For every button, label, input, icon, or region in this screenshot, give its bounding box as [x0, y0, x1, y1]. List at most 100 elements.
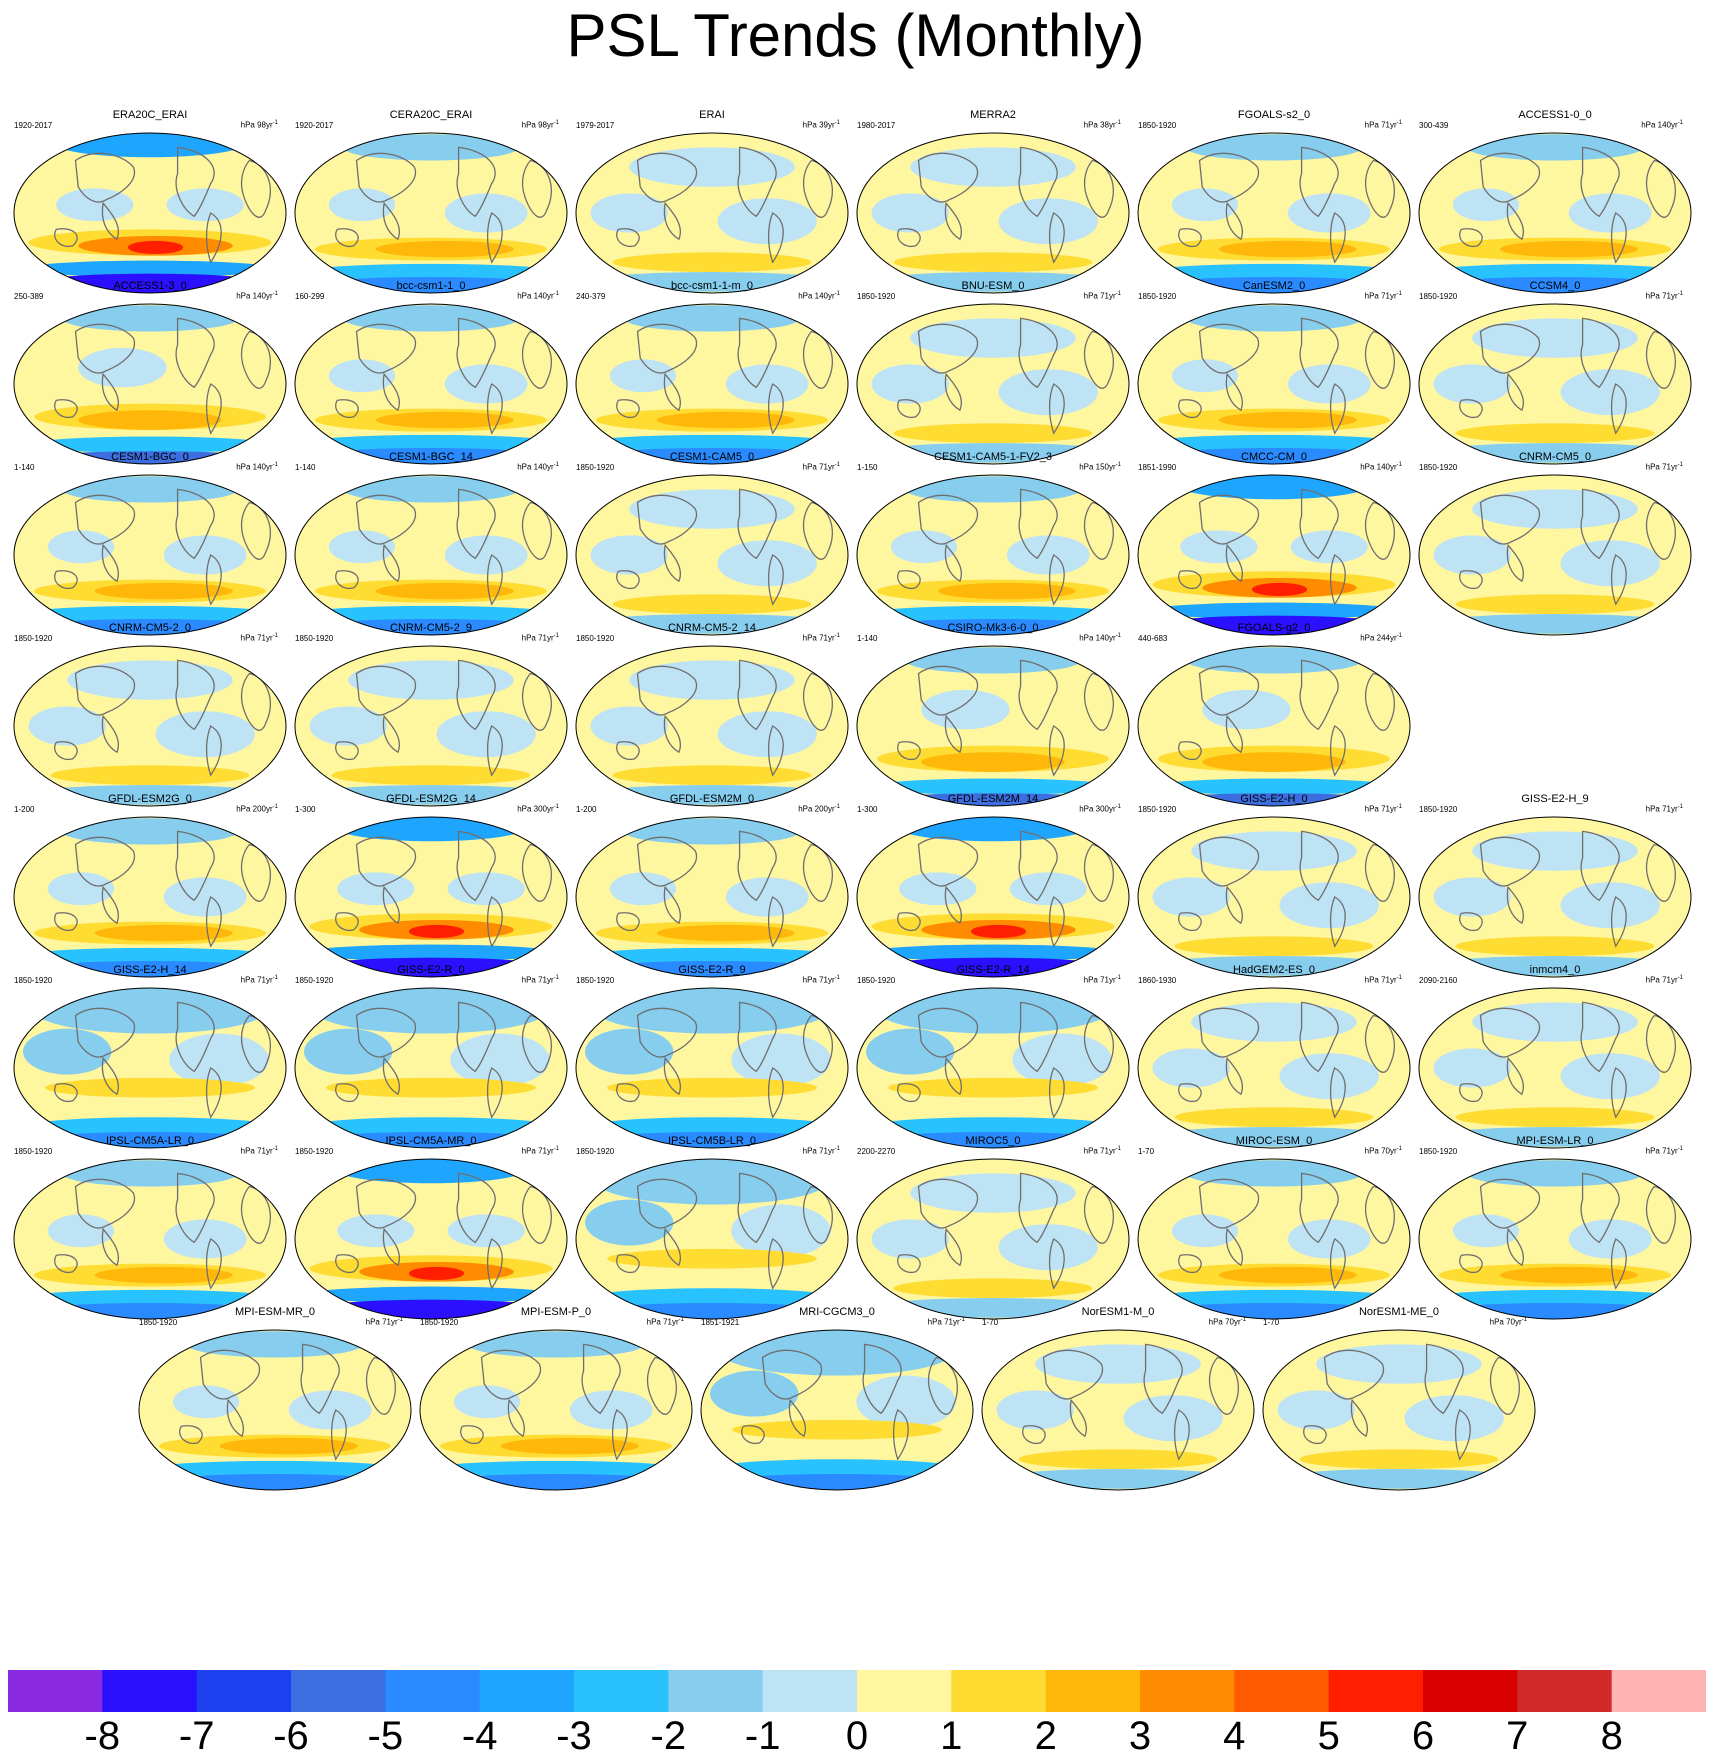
coastline	[74, 665, 136, 716]
coastline	[382, 1227, 400, 1267]
coastline	[1645, 843, 1676, 902]
trend-contour	[609, 359, 677, 393]
panel-units: hPa 140yr-1	[1079, 632, 1121, 643]
map-outline	[1137, 1158, 1411, 1320]
panel-units: hPa 71yr-1	[647, 1316, 684, 1327]
trend-contour	[23, 1117, 277, 1137]
panel-units-text: hPa 71yr	[1083, 291, 1116, 301]
panel-title: CNRM-CM5-2_0	[109, 622, 191, 634]
trend-contour	[1433, 877, 1511, 917]
panel-period: 1-140	[295, 463, 316, 472]
map-outline	[1137, 987, 1411, 1149]
coastline	[1048, 554, 1065, 606]
panel-units-text: hPa 244yr	[1360, 633, 1397, 643]
trend-contour	[1433, 1048, 1511, 1088]
coastline	[1645, 1185, 1676, 1244]
panel-period: 250-389	[14, 292, 44, 301]
trend-contour	[607, 1077, 817, 1098]
map-panel: CSIRO-Mk3-6-0_0 1-140 hPa 140yr-1	[855, 618, 1131, 808]
trend-contour	[890, 530, 958, 564]
trend-contour	[166, 188, 244, 222]
panel-period: 1850-1920	[295, 976, 334, 985]
colorbar-label: -8	[84, 1714, 121, 1758]
coastline	[636, 323, 698, 374]
coastline	[460, 1425, 484, 1445]
coastline	[767, 554, 784, 606]
trend-contour	[56, 188, 134, 222]
coastline	[1479, 494, 1541, 545]
trend-contour	[904, 647, 1082, 674]
coastline	[1479, 1178, 1541, 1229]
panel-units: hPa 244yr-1	[1360, 632, 1402, 643]
trend-contour	[47, 530, 115, 564]
trend-contour	[429, 1460, 683, 1478]
trend-contour	[899, 872, 977, 906]
coastline	[205, 896, 222, 948]
map-outline	[1418, 132, 1692, 294]
map-outline	[1418, 816, 1692, 978]
coastline	[802, 330, 833, 389]
trend-map	[575, 303, 849, 465]
map-panel: CNRM-CM5_0 1850-1920 hPa 71yr-1	[1417, 447, 1693, 637]
panel-units-exponent: -1	[1115, 120, 1121, 126]
panel-period: 1850-1920	[420, 1318, 459, 1327]
coastline	[1225, 885, 1243, 925]
panel-units-exponent: -1	[1396, 804, 1402, 810]
panel-units-text: hPa 300yr	[517, 804, 554, 814]
panel-grid: ERA20C_ERAI 1920-2017 hPa 98yr-1 CERA20C_ER…	[13, 105, 1693, 1491]
coastline	[1299, 659, 1339, 731]
map-panel: CESM1-CAM5_0 1850-1920 hPa 71yr-1	[574, 447, 850, 637]
coastline	[897, 399, 921, 419]
panel-period: 1850-1920	[576, 976, 615, 985]
map-panel: FGOALS-s2_0 1850-1920 hPa 71yr-1	[1136, 105, 1412, 295]
colorbar-swatch	[1517, 1670, 1613, 1712]
map-panel: CMCC-CM_0 1851-1990 hPa 140yr-1	[1136, 447, 1412, 637]
coastline	[521, 843, 552, 902]
coastline	[1454, 1409, 1471, 1461]
coastline	[1198, 665, 1260, 716]
panel-period: 1851-1921	[701, 1318, 740, 1327]
panel-units-text: hPa 140yr	[517, 462, 554, 472]
coastline	[892, 1409, 909, 1461]
coastline	[917, 1178, 979, 1229]
map-outline	[13, 645, 287, 807]
panel-units-text: hPa 71yr	[1645, 1146, 1678, 1156]
trend-contour	[1455, 936, 1655, 957]
coastline	[1178, 570, 1202, 590]
panel-period: 300-439	[1419, 121, 1449, 130]
coastline	[1459, 912, 1483, 932]
map-outline	[294, 1158, 568, 1320]
coastline	[175, 146, 215, 218]
trend-contour	[169, 1033, 269, 1087]
trend-contour	[23, 260, 277, 277]
trend-contour	[715, 1473, 959, 1490]
map-panel: MIROC5_0 2200-2270 hPa 71yr-1	[855, 1131, 1131, 1321]
coastline	[897, 570, 921, 590]
map-outline	[700, 1329, 974, 1491]
coastline	[205, 1238, 222, 1290]
panel-title: IPSL-CM5B-LR_0	[667, 1135, 757, 1147]
trend-contour	[47, 872, 115, 906]
coastline	[101, 201, 119, 241]
coastline	[1329, 1238, 1346, 1290]
coastline	[1645, 330, 1676, 389]
coastline	[521, 1014, 552, 1073]
panel-units: hPa 71yr-1	[1084, 290, 1121, 301]
coastline	[54, 570, 78, 590]
panel-period: 160-299	[295, 292, 325, 301]
panel-units-exponent: -1	[1115, 633, 1121, 639]
map-panel: CanESM2_0 1850-1920 hPa 71yr-1	[1136, 276, 1412, 466]
trend-contour	[596, 1159, 828, 1205]
panel-units-exponent: -1	[1677, 975, 1683, 981]
coastline	[788, 1398, 806, 1438]
trend-map	[13, 132, 287, 294]
colorbar-swatch	[1045, 1670, 1141, 1712]
panel-units-text: hPa 150yr	[1079, 462, 1116, 472]
coastline	[199, 1349, 261, 1400]
trend-contour	[288, 1390, 372, 1430]
coastline	[1580, 146, 1620, 218]
coastline	[1459, 1083, 1483, 1103]
panel-units-exponent: -1	[1396, 1146, 1402, 1152]
panel-units-text: hPa 71yr	[240, 975, 273, 985]
trend-contour	[1287, 193, 1371, 233]
